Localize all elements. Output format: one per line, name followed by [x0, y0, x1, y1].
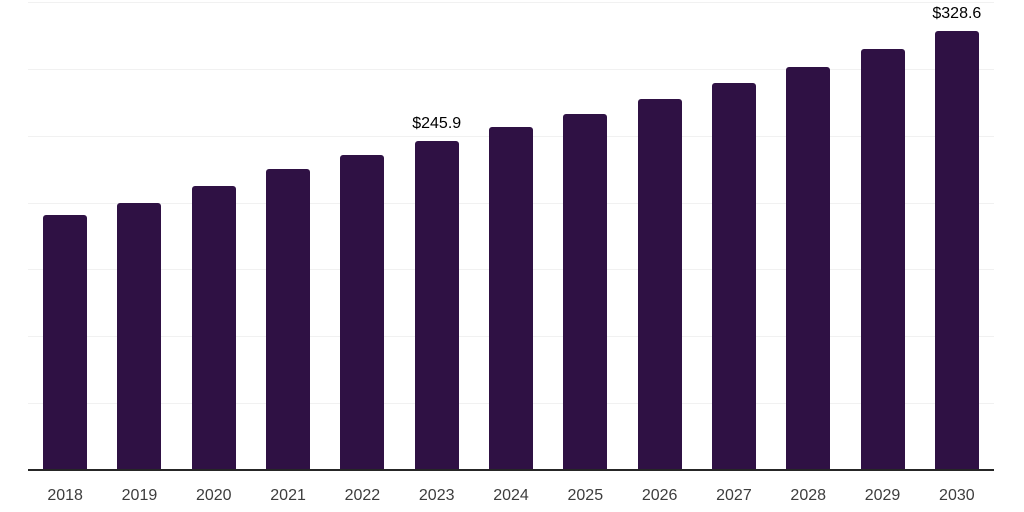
bar-2018[interactable]: [43, 214, 88, 470]
x-axis-label-2025: 2025: [567, 487, 604, 504]
x-axis-label-2023: 2023: [418, 487, 455, 504]
bar-2019[interactable]: [117, 202, 162, 470]
bar-2029[interactable]: [860, 48, 905, 470]
bar-2023[interactable]: [414, 141, 459, 470]
x-axis-label-2019: 2019: [121, 487, 158, 504]
bar-2025[interactable]: [563, 114, 608, 470]
x-axis-label-2024: 2024: [493, 487, 529, 504]
x-axis-line: [28, 469, 994, 471]
x-axis-label-2020: 2020: [195, 487, 232, 504]
x-axis-label-2027: 2027: [716, 487, 752, 504]
bar-2024[interactable]: [489, 127, 533, 470]
x-axis-label-2021: 2021: [270, 487, 306, 504]
x-axis-label-2029: 2029: [864, 487, 901, 504]
x-axis-label-2028: 2028: [790, 487, 827, 504]
x-axis-label-2018: 2018: [47, 487, 83, 504]
x-axis-label-2026: 2026: [641, 487, 678, 504]
x-axis-label-2022: 2022: [344, 487, 381, 504]
bar-2026[interactable]: [637, 98, 682, 470]
bar-2028[interactable]: [786, 66, 831, 470]
gridline: [28, 2, 994, 3]
bar-2030[interactable]: [934, 30, 979, 470]
x-axis-label-2030: 2030: [939, 487, 975, 504]
bar-2021[interactable]: [266, 169, 311, 470]
bar-2027[interactable]: [711, 82, 756, 470]
bar-2020[interactable]: [191, 185, 236, 470]
gridline: [28, 68, 994, 70]
data-label-2023: $245.9: [412, 115, 462, 133]
bar-2022[interactable]: [340, 155, 385, 470]
data-label-2030: $328.6: [932, 4, 982, 22]
